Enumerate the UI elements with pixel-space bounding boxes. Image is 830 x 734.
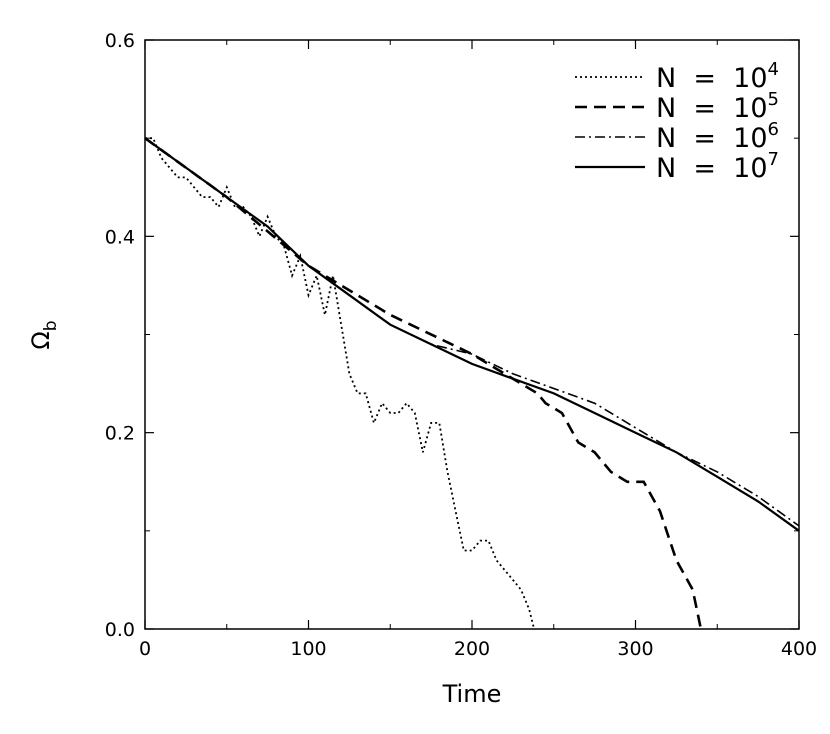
x-tick-label: 200 [454, 638, 490, 660]
series-line-4 [145, 137, 535, 630]
y-axis-title-sub: b [41, 320, 61, 331]
x-axis-title: Time [442, 680, 502, 708]
legend-label-base: N = 10 [656, 63, 768, 94]
legend-label-exponent: 7 [768, 149, 779, 170]
y-tick-label: 0.6 [105, 30, 135, 52]
x-tick-label: 0 [139, 638, 151, 660]
series-line-7 [144, 137, 800, 532]
x-tick-label: 400 [781, 638, 817, 660]
legend-label-5: N = 105 [656, 89, 779, 124]
legend-label-6: N = 106 [656, 119, 779, 154]
y-axis-title: Ωb [27, 320, 61, 349]
legend-label-base: N = 10 [656, 93, 768, 124]
y-axis-title-main: Ω [27, 331, 55, 349]
axis-ticks: 0 100 200 300 400 0.0 0.2 0.4 0.6 [105, 30, 817, 660]
svg-text:Ωb: Ωb [27, 320, 61, 349]
legend-label-exponent: 4 [768, 59, 779, 80]
series-line-5 [144, 137, 703, 630]
legend-label-7: N = 107 [656, 149, 779, 184]
legend-label-exponent: 5 [768, 89, 779, 110]
y-tick-label: 0.2 [105, 423, 135, 445]
x-tick-label: 300 [617, 638, 653, 660]
legend-label-4: N = 104 [656, 59, 779, 94]
y-tick-label: 0.4 [105, 226, 135, 248]
x-tick-label: 100 [290, 638, 326, 660]
legend-label-base: N = 10 [656, 153, 768, 184]
legend-label-base: N = 10 [656, 123, 768, 154]
legend-label-exponent: 6 [768, 119, 779, 140]
y-tick-label: 0.0 [105, 619, 135, 641]
series-layer [144, 137, 800, 630]
